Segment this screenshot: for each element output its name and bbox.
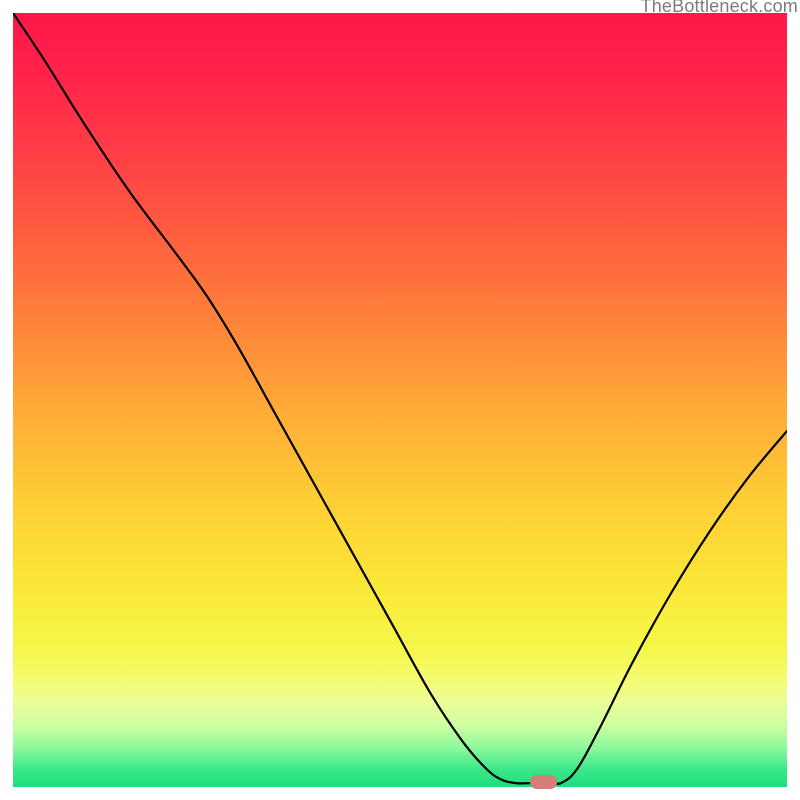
plot-area	[13, 13, 787, 787]
chart-canvas: TheBottleneck.com	[0, 0, 800, 800]
watermark-text: TheBottleneck.com	[641, 0, 798, 17]
bottleneck-curve	[13, 13, 787, 787]
optimal-point-marker	[530, 775, 557, 789]
